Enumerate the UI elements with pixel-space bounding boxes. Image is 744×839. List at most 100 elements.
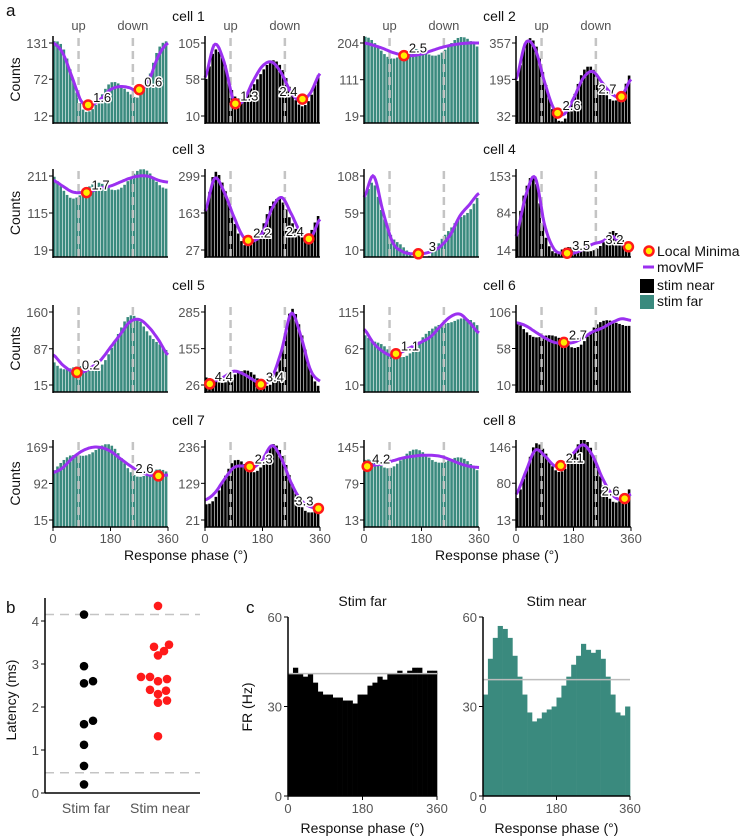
bar [217,490,221,527]
y-tick-label: 145 [337,440,359,455]
bar [608,99,612,123]
bar [145,82,149,123]
x-tick-label: 0 [201,531,208,546]
bar [431,252,434,257]
bar [411,349,415,392]
subplot-title: Stim near [527,593,587,609]
bar [313,381,317,392]
bar [525,332,529,392]
bar [88,454,91,527]
bar [337,697,343,796]
bar [432,670,438,796]
bar [608,498,612,527]
y-axis-label: Counts [7,57,23,101]
y-axis-label: Latency (ms) [3,660,19,741]
bar [65,369,69,392]
bar [599,83,602,123]
bar [97,182,101,257]
bar [72,367,75,392]
bar [259,74,262,123]
bar [284,78,288,123]
bar [307,101,310,123]
bar [220,182,224,257]
bar [142,326,146,392]
bar [386,349,389,392]
bar [155,181,158,257]
bar [571,664,577,796]
bar [220,482,224,527]
y-tick-label: 84 [497,206,511,221]
local-minimum-label: 2.2 [253,225,271,240]
x-tick-label: 0 [512,531,519,546]
bar [475,470,479,527]
bar [300,234,304,257]
bar [407,670,413,796]
local-minimum-marker [618,492,631,505]
bar [230,213,234,257]
bar [370,39,373,123]
bar [611,501,615,527]
bar [88,366,91,392]
bar [72,80,75,123]
latency-point [145,685,155,695]
bar [592,69,596,123]
bar [240,461,243,527]
bar [84,366,88,392]
down-label: down [117,18,148,33]
y-tick-label: 160 [26,305,48,320]
bar [94,450,98,527]
bar [402,357,405,392]
bar [332,697,338,796]
bar [519,489,522,527]
bar [275,198,278,257]
bar [91,367,94,392]
bar [576,444,580,527]
bar [227,202,230,257]
movmf-fit-curve [203,176,322,243]
histogram-cell-6-near: 10 58 106 2.7 [489,305,632,393]
bar [362,694,368,796]
bar [437,243,441,257]
y-tick-label: 72 [34,72,48,87]
bar [364,459,367,527]
local-minimum-marker [551,107,564,119]
movmf-fit-curve [52,41,169,107]
bar [411,48,415,124]
bar [522,48,525,123]
bar [551,466,554,527]
local-minimum-marker [204,378,216,390]
bar [427,54,431,123]
bar [100,364,104,392]
bar [615,712,621,796]
legend-far-icon [640,295,654,309]
bar [547,246,551,257]
bar [145,170,149,257]
latency-point [159,646,169,656]
bar [370,182,373,257]
bar [81,455,85,527]
bar [528,38,532,123]
bar [265,385,269,392]
y-tick-label: 1 [32,743,39,758]
bar [487,658,494,796]
bar [602,485,605,527]
bar [399,460,402,527]
bar [313,84,317,123]
bar [59,368,62,392]
bar [450,322,453,392]
bar [402,53,405,123]
y-tick-label: 299 [178,169,200,184]
y-tick-label: 32 [497,109,511,124]
bar [75,455,78,527]
latency-point [136,672,146,682]
local-minimum-label: 2.1 [566,451,584,466]
bar [56,466,59,527]
bar [307,363,310,392]
bar [68,368,72,392]
bar [304,510,307,527]
bar [278,198,282,257]
bar [347,700,353,796]
x-tick-label: 360 [157,531,179,546]
bar [316,385,320,392]
histogram-cell-1-near: up down 10 58 105 1.3 2.4 [178,18,322,124]
